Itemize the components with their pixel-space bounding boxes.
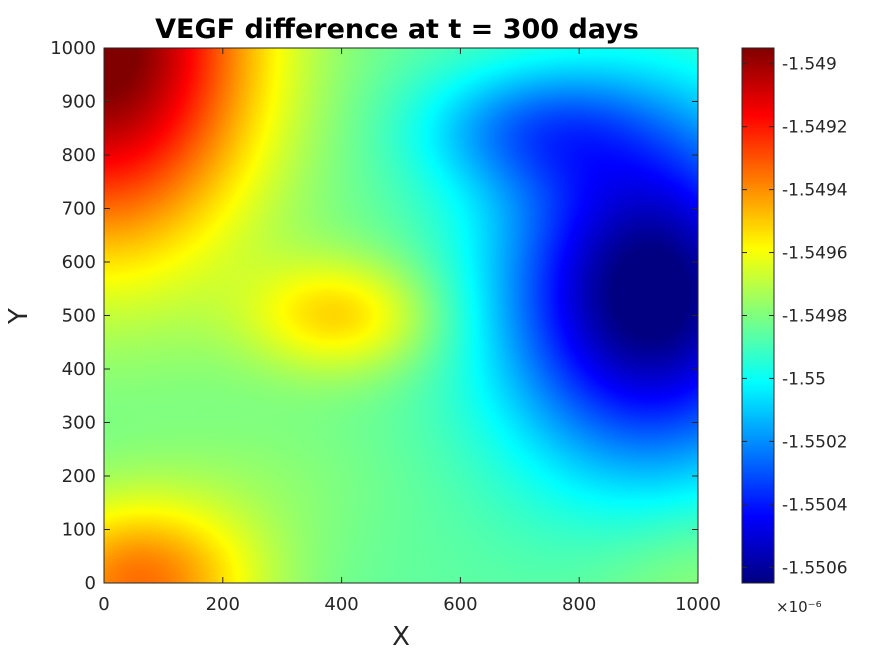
y-axis: 0 100 200 300 400 500 600 700 800 900 1000 (50, 38, 698, 594)
y-tick-label: 0 (85, 573, 96, 594)
colorbar-tick-label: -1.5496 (782, 244, 848, 264)
x-axis: 0 200 400 600 800 1000 (98, 48, 721, 615)
x-tick-label: 200 (206, 594, 240, 615)
colorbar (742, 48, 774, 583)
y-tick-label: 600 (62, 252, 96, 273)
x-tick-label: 800 (562, 594, 596, 615)
y-tick-label: 300 (62, 413, 96, 434)
y-tick-label: 700 (62, 199, 96, 220)
y-tick-label: 1000 (50, 38, 96, 59)
x-tick-label: 0 (98, 594, 109, 615)
colorbar-tick-label: -1.5494 (782, 181, 848, 201)
colorbar-tick-label: -1.5502 (782, 432, 848, 452)
colorbar-tick-label: -1.5504 (782, 495, 848, 515)
colorbar-tick-label: -1.549 (782, 55, 837, 75)
colorbar-tick-label: -1.5492 (782, 118, 848, 138)
chart-title: VEGF difference at t = 300 days (155, 14, 639, 45)
colorbar-tick-label: -1.5498 (782, 307, 848, 327)
y-axis-title: Y (4, 308, 34, 325)
y-tick-label: 500 (62, 306, 96, 327)
heatmap-plot-area (104, 48, 698, 583)
colorbar-ticks: -1.549 -1.5492 -1.5494 -1.5496 -1.5498 -1.55 -… (742, 55, 848, 578)
x-tick-label: 600 (443, 594, 477, 615)
x-axis-title: X (392, 622, 410, 652)
colorbar-exponent-label: ×10⁻⁶ (776, 598, 822, 616)
colorbar-tick-label: -1.5506 (782, 558, 848, 578)
x-tick-label: 1000 (675, 594, 721, 615)
x-tick-label: 400 (324, 594, 358, 615)
y-tick-label: 100 (62, 520, 96, 541)
y-tick-label: 400 (62, 359, 96, 380)
y-tick-label: 800 (62, 145, 96, 166)
colorbar-tick-label: -1.55 (782, 369, 826, 389)
y-tick-label: 900 (62, 92, 96, 113)
y-tick-label: 200 (62, 466, 96, 487)
